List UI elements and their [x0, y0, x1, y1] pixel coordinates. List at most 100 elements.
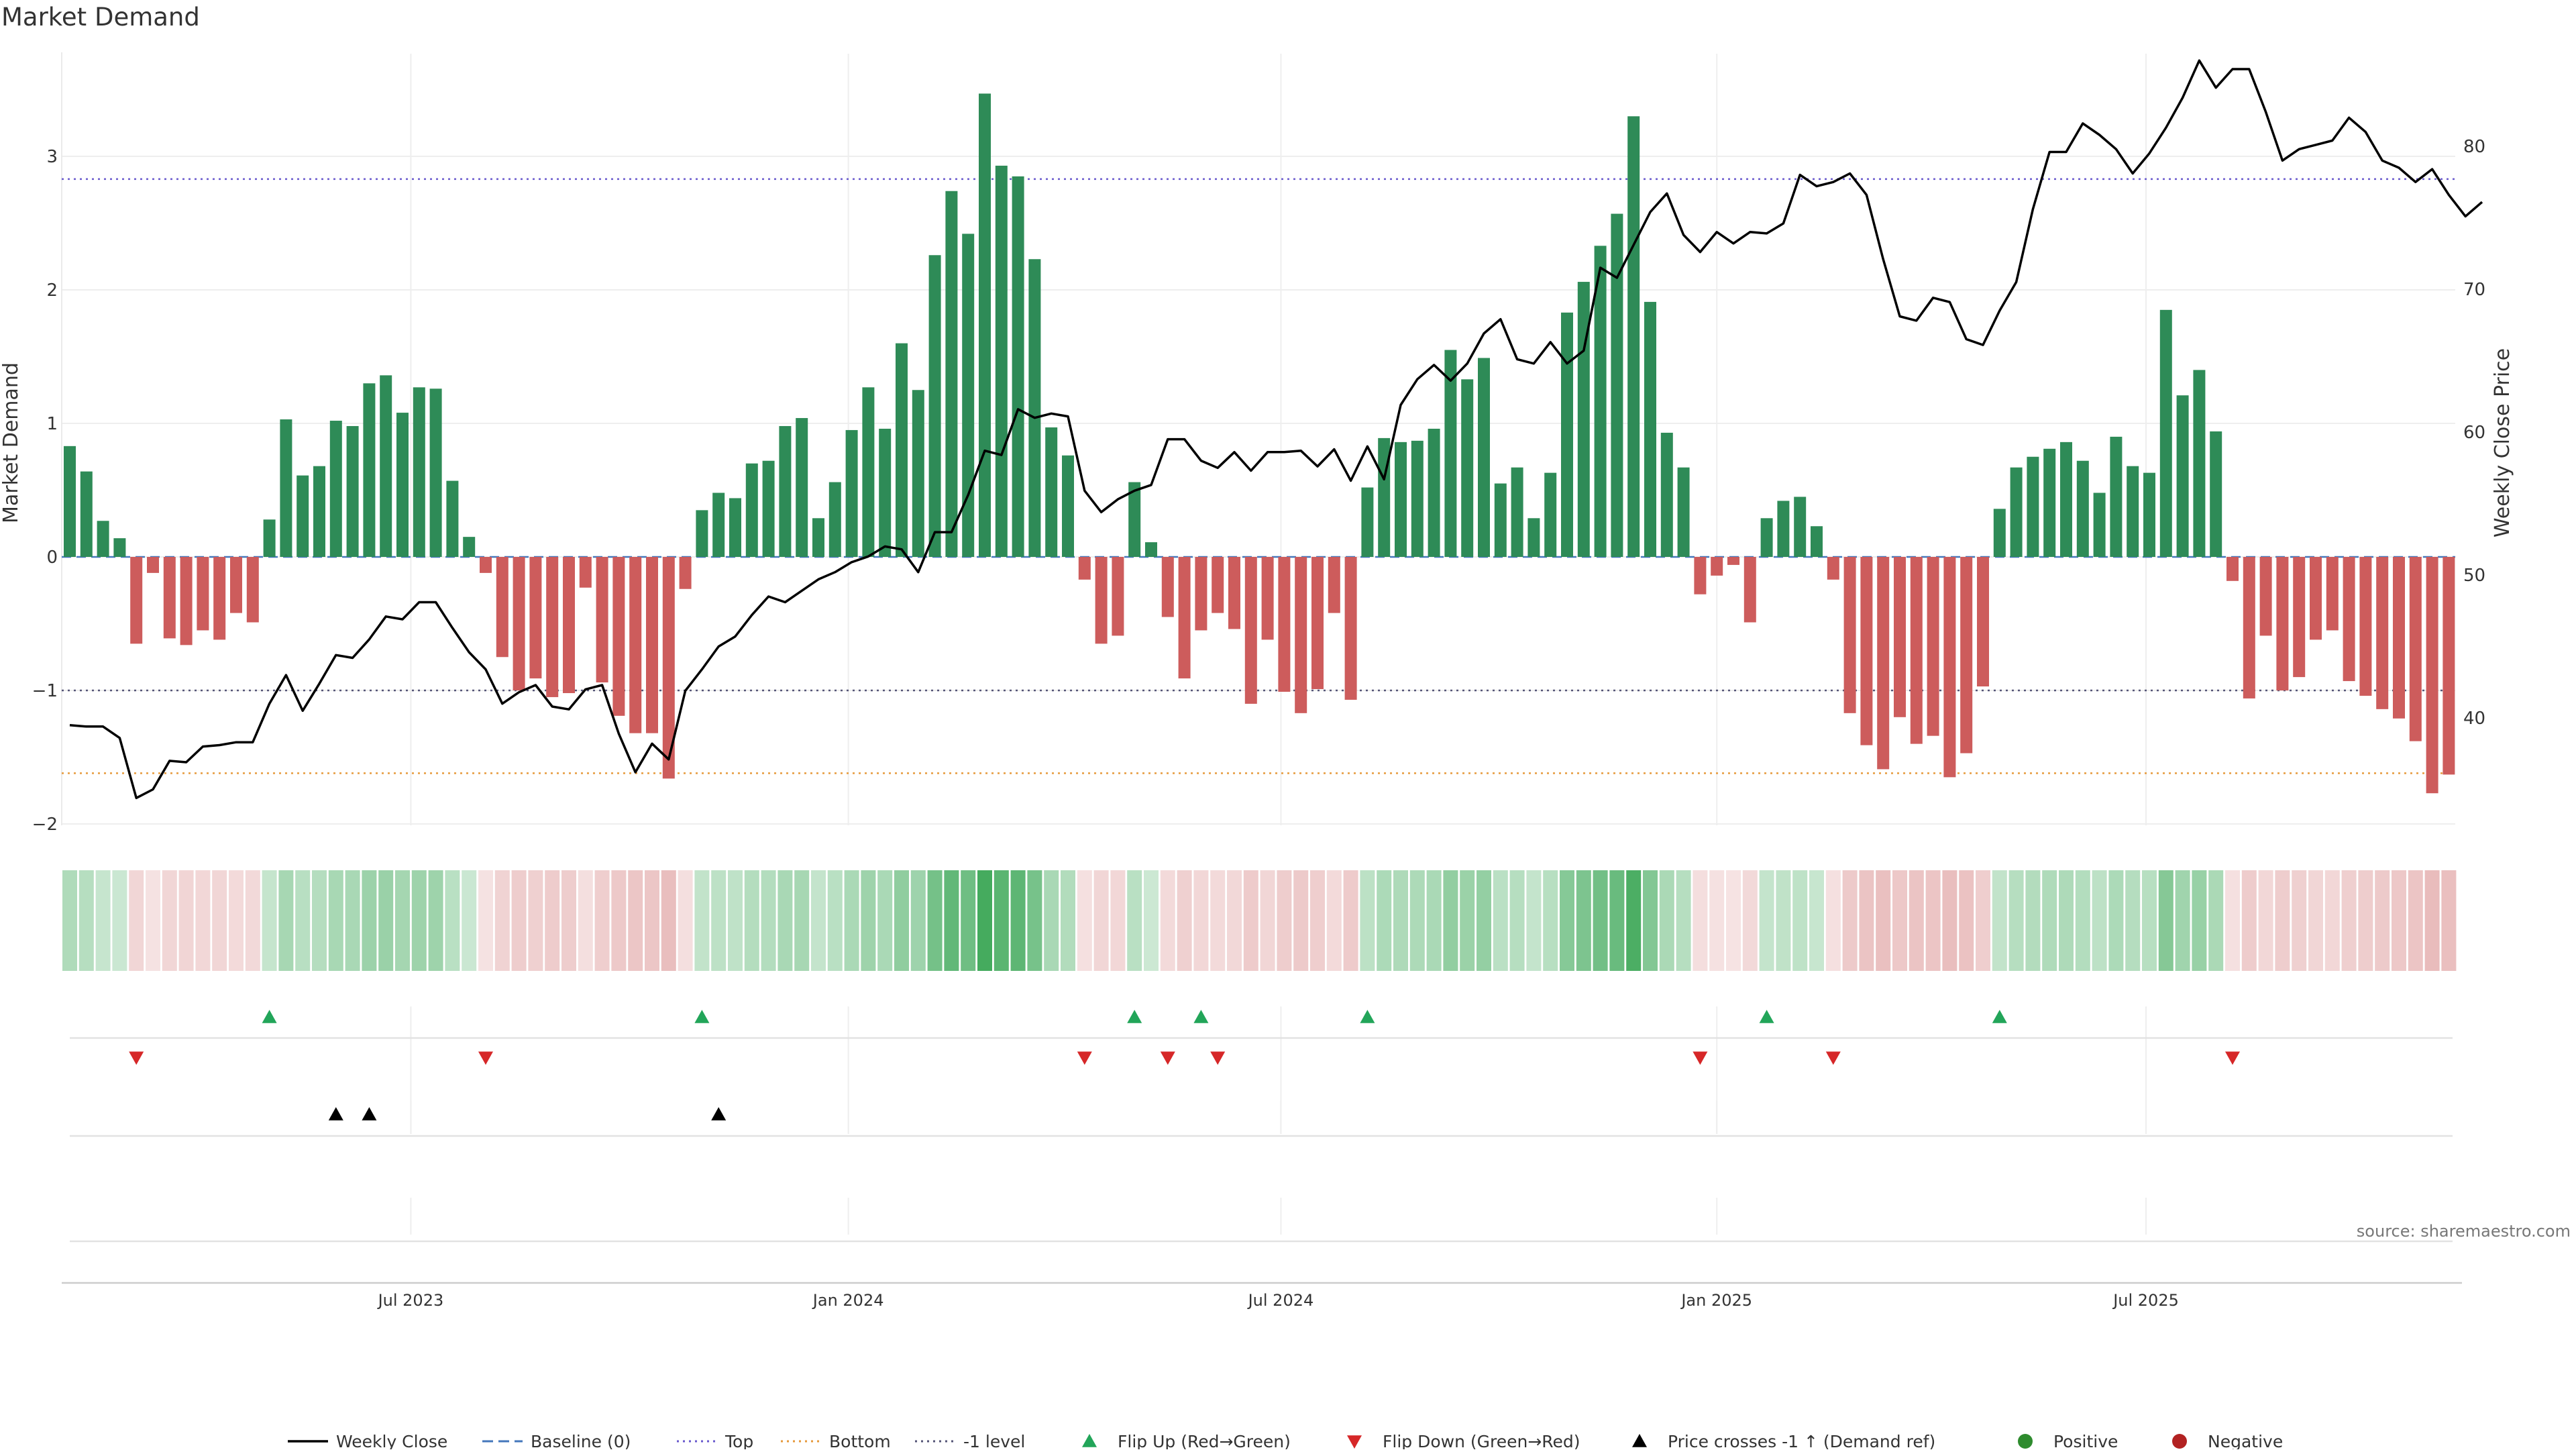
- demand-bar: [1078, 557, 1091, 580]
- y-tick-label: −1: [32, 681, 58, 701]
- legend-label: Positive: [2053, 1432, 2118, 1449]
- heat-strip-cell: [1227, 870, 1242, 971]
- demand-bar: [579, 557, 592, 588]
- heat-strip-cell: [62, 870, 77, 971]
- demand-bar: [2376, 557, 2389, 709]
- heat-strip-cell: [362, 870, 377, 971]
- y-axis-label: Market Demand: [0, 362, 23, 523]
- demand-bar: [2326, 557, 2339, 631]
- demand-bar: [513, 557, 525, 690]
- demand-bar: [1478, 358, 1490, 557]
- x-axis-ticks: Jul 2023 Jan 2024 Jul 2024 Jan 2025 Jul 2025: [377, 1291, 2179, 1310]
- demand-bar: [1660, 432, 1673, 557]
- demand-bar: [546, 557, 559, 697]
- reference-lines: [62, 178, 2455, 774]
- heat-strip-cell: [1310, 870, 1325, 971]
- demand-bar: [1527, 518, 1540, 557]
- demand-bar: [1677, 467, 1690, 557]
- demand-bar: [962, 234, 975, 557]
- demand-bar: [463, 537, 476, 557]
- demand-bar: [1261, 557, 1274, 640]
- grid: [61, 52, 2455, 1235]
- demand-bar: [1977, 557, 1989, 687]
- demand-bar: [1278, 557, 1291, 692]
- demand-bar: [812, 518, 824, 557]
- heat-strip-cell: [1460, 870, 1475, 971]
- legend-label: Weekly Close: [336, 1432, 447, 1449]
- flip-up-marker: [1992, 1010, 2007, 1023]
- demand-bar: [762, 460, 775, 557]
- demand-bar: [1843, 557, 1856, 713]
- demand-bar: [1461, 379, 1474, 557]
- heat-strip-cell: [777, 870, 793, 971]
- heat-strip-cell: [1992, 870, 2007, 971]
- heat-strip-cell: [1409, 870, 1425, 971]
- heat-strip-cell: [262, 870, 277, 971]
- demand-bar: [2010, 467, 2023, 557]
- heat-strip-cell: [2408, 870, 2423, 971]
- signal-markers: [62, 1010, 2462, 1284]
- legend-label: -1 level: [963, 1432, 1025, 1449]
- heat-strip-cell: [2225, 870, 2240, 971]
- demand-bar: [1627, 116, 1640, 558]
- demand-bar: [1561, 312, 1573, 557]
- legend-symbol: [2172, 1434, 2187, 1449]
- heat-strip-cell: [1326, 870, 1342, 971]
- demand-bar: [413, 387, 425, 557]
- y-tick-label: 2: [46, 280, 58, 301]
- demand-bar: [2359, 557, 2372, 696]
- y-tick-label: 1: [46, 414, 58, 434]
- flip-down-marker: [129, 1051, 144, 1065]
- heat-strip-cell: [2258, 870, 2273, 971]
- demand-bar: [1960, 557, 1973, 754]
- heat-strip-cell: [162, 870, 177, 971]
- demand-bar: [928, 255, 941, 557]
- demand-bar: [2060, 442, 2072, 557]
- heat-strip-cell: [511, 870, 527, 971]
- demand-bar: [346, 425, 359, 557]
- x-tick-label: Jul 2024: [1247, 1291, 1314, 1310]
- heat-strip-cell: [1959, 870, 1974, 971]
- demand-bar: [1395, 442, 1407, 557]
- heat-strip-cell: [2042, 870, 2057, 971]
- heat-strip-cell: [1443, 870, 1458, 971]
- demand-bar: [1012, 176, 1024, 558]
- flip-down-marker: [1160, 1051, 1175, 1065]
- demand-bar: [163, 557, 176, 639]
- heat-strip-cell: [894, 870, 909, 971]
- weekly-close-line-group: [69, 59, 2483, 800]
- demand-bar: [1428, 428, 1440, 557]
- heat-strip-cell: [1377, 870, 1392, 971]
- demand-bar: [679, 557, 692, 589]
- heat-strip-cell: [1759, 870, 1774, 971]
- heat-strip-cell: [578, 870, 593, 971]
- demand-bar: [862, 387, 875, 557]
- y-tick-label: 3: [46, 147, 58, 167]
- heat-strip-cell: [528, 870, 543, 971]
- y2-tick-label: 70: [2463, 280, 2485, 300]
- demand-bar: [2443, 557, 2455, 775]
- heat-strip-cell: [944, 870, 959, 971]
- demand-bar: [1694, 557, 1707, 594]
- demand-bar: [263, 519, 276, 557]
- flip-down-marker: [1210, 1051, 1226, 1065]
- heat-strip-cell: [1676, 870, 1691, 971]
- heat-strip-cell: [2375, 870, 2390, 971]
- demand-bar: [2176, 395, 2189, 557]
- demand-bar: [796, 418, 808, 557]
- demand-bar: [1644, 301, 1656, 557]
- heat-strip-cell: [1925, 870, 1941, 971]
- heat-strip-cell: [1742, 870, 1758, 971]
- heat-strip-cell: [761, 870, 776, 971]
- heat-strip-cell: [129, 870, 144, 971]
- demand-bar: [2027, 456, 2039, 557]
- heat-strip-cell: [744, 870, 759, 971]
- legend-label: Baseline (0): [531, 1432, 631, 1449]
- y2-axis-label: Weekly Close Price: [2491, 348, 2514, 537]
- heat-strip-cell: [2158, 870, 2174, 971]
- demand-bar: [1295, 557, 1307, 713]
- demand-bar: [1344, 557, 1357, 700]
- demand-bar: [1028, 259, 1041, 557]
- demand-bar: [2193, 370, 2206, 557]
- demand-bar: [1811, 526, 1823, 557]
